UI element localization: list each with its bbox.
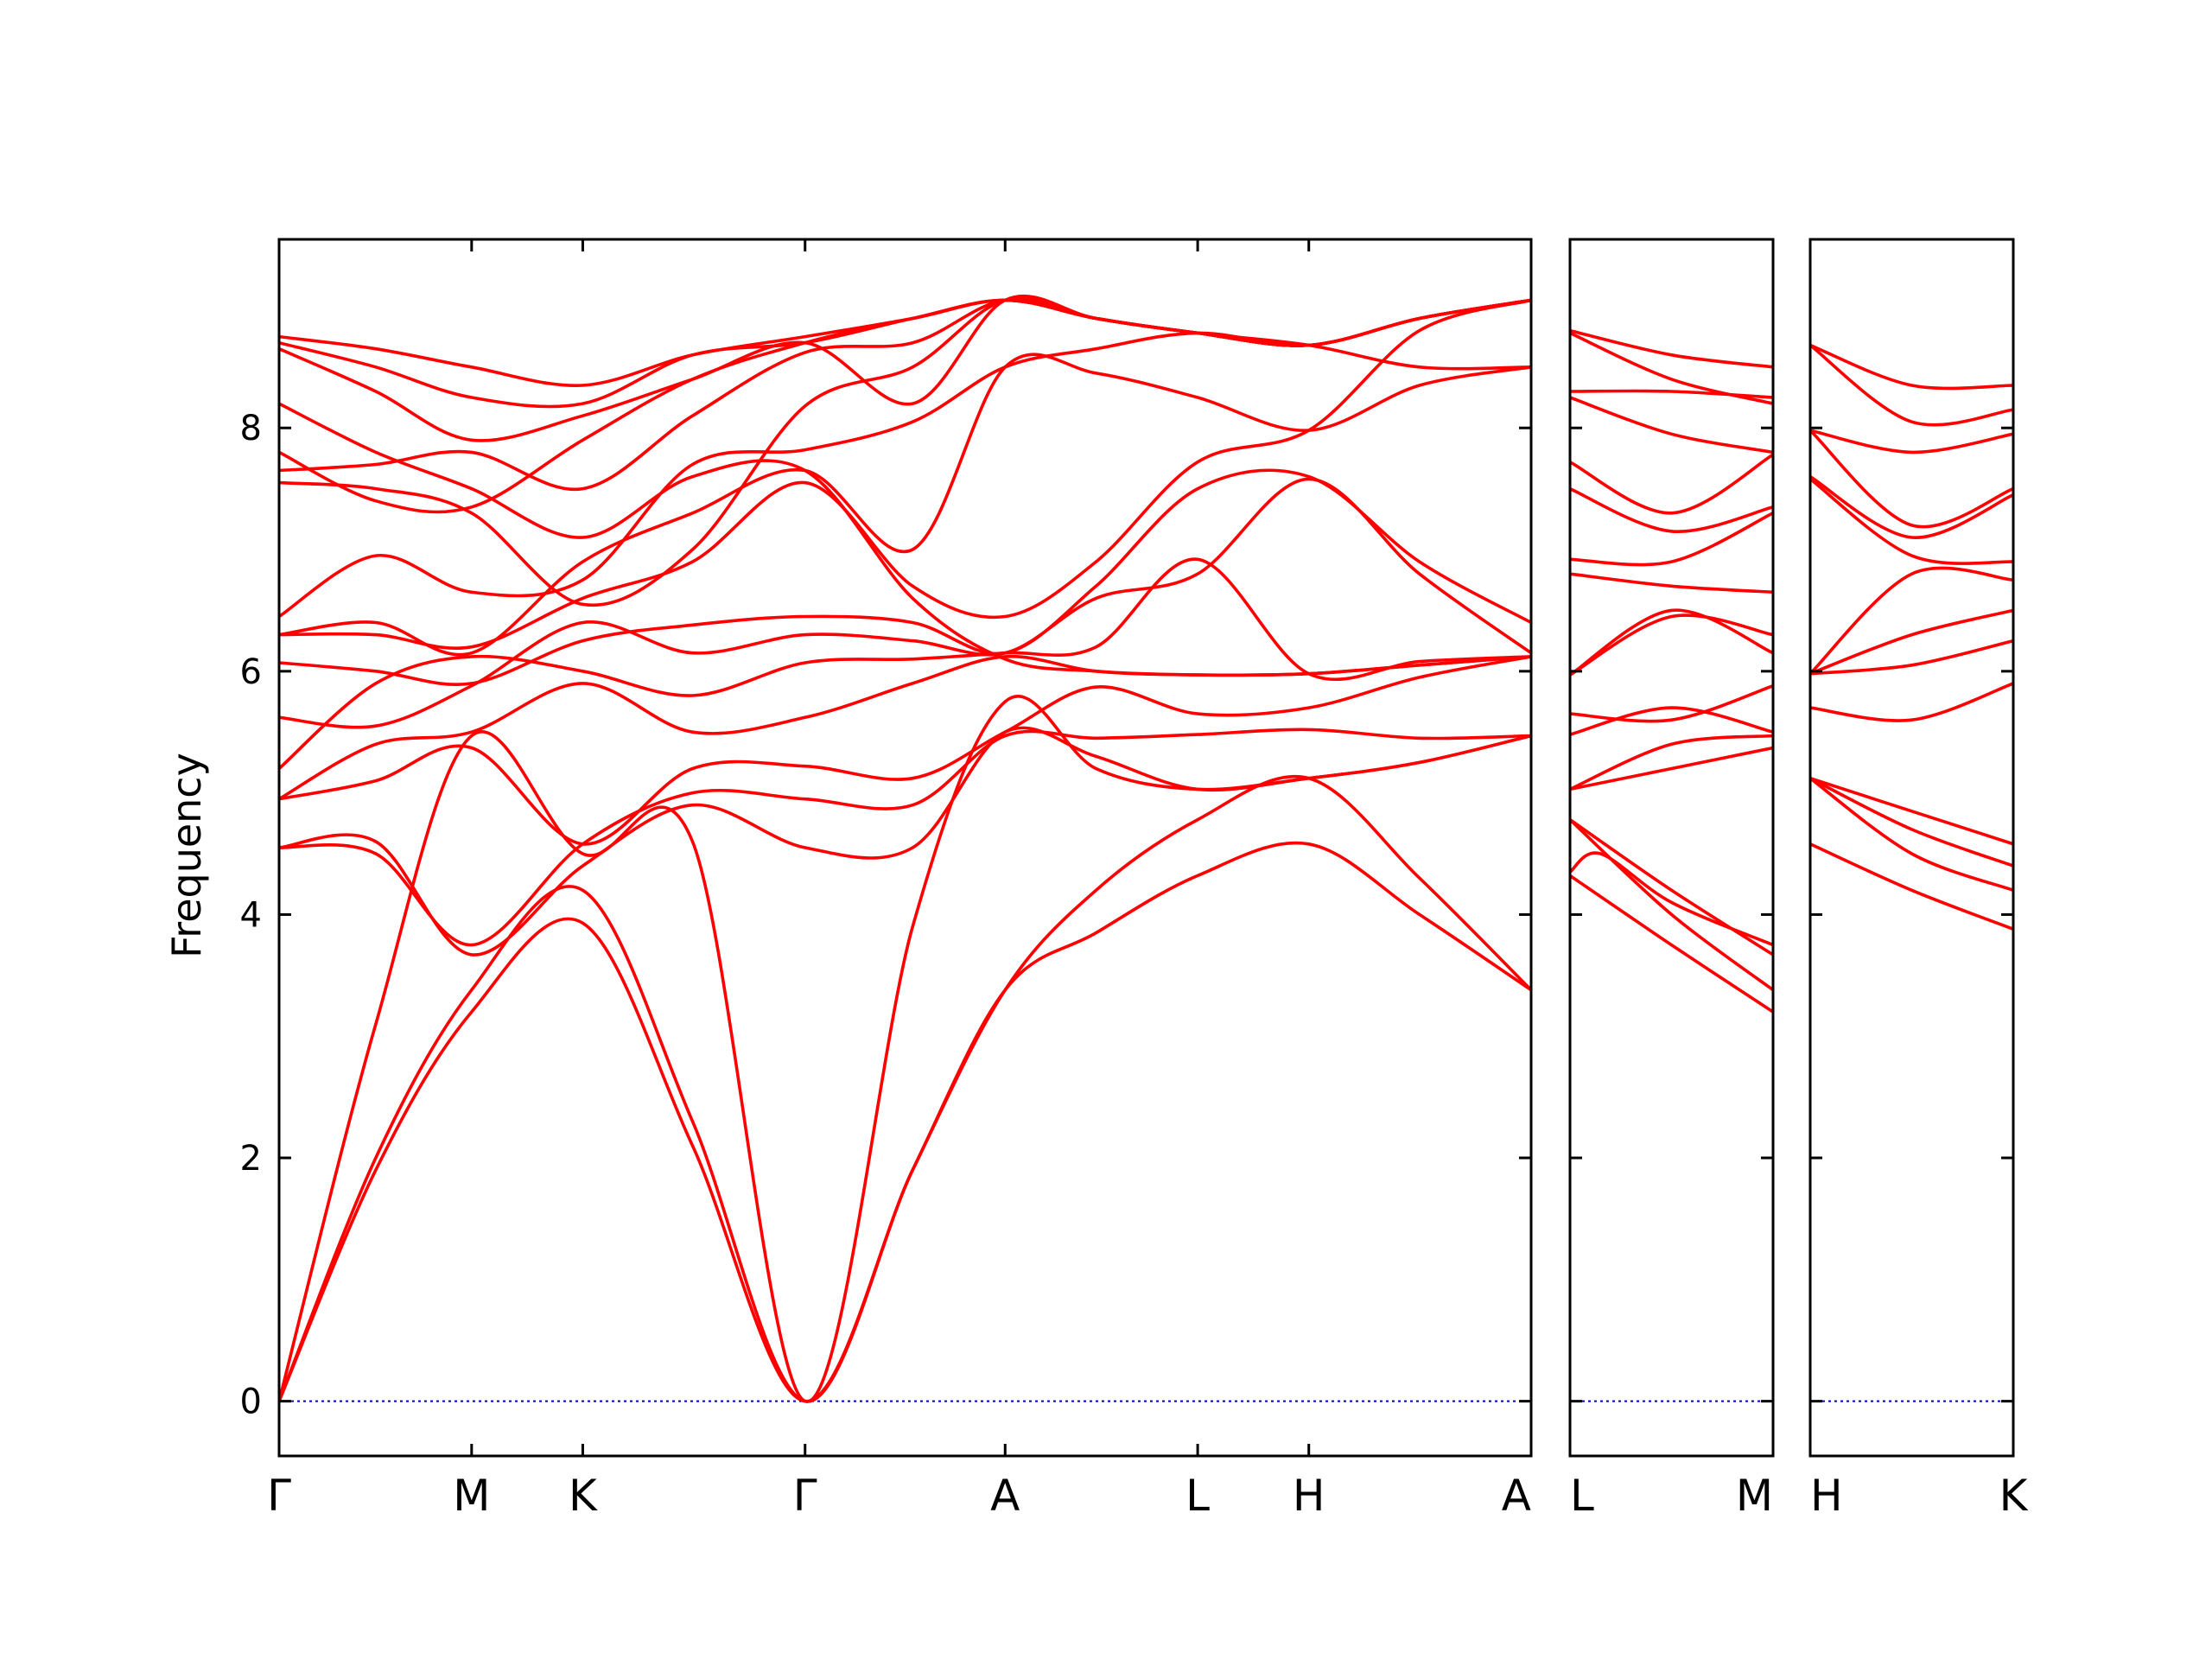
band-line-12	[1570, 512, 1773, 567]
band-line-5	[1570, 746, 1773, 791]
x-tick-label: A	[990, 1471, 1020, 1521]
band-line-15	[1570, 396, 1773, 454]
y-tick-label: 8	[240, 409, 262, 448]
band-line-18	[1570, 328, 1773, 369]
band-line-2	[1570, 817, 1773, 992]
x-tick-label: K	[1999, 1471, 2029, 1521]
band-lines	[1810, 343, 2013, 931]
x-tick-label: A	[1502, 1471, 1531, 1521]
band-line-4	[1570, 851, 1773, 947]
band-line-9	[1570, 608, 1773, 677]
band-line-5	[1810, 682, 2013, 722]
band-line-9	[1810, 477, 2013, 565]
band-line-7	[1570, 706, 1773, 736]
band-line-15	[279, 297, 1531, 492]
band-line-13	[1810, 343, 2013, 427]
band-line-6	[1570, 734, 1773, 791]
band-line-3	[1570, 817, 1773, 957]
band-line-6	[279, 655, 1531, 846]
y-axis-title: Frequency	[163, 753, 210, 958]
y-tick-label: 6	[240, 652, 262, 692]
x-tick-label: H	[1810, 1471, 1843, 1521]
band-line-16	[279, 298, 1531, 514]
band-line-10	[279, 468, 1531, 686]
band-line-1	[1570, 874, 1773, 1014]
band-line-4	[279, 726, 1531, 957]
band-line-11	[1570, 572, 1773, 594]
x-tick-label: H	[1293, 1471, 1325, 1521]
band-line-1	[1810, 842, 2013, 931]
band-line-4	[1810, 776, 2013, 846]
band-line-6	[1810, 639, 2013, 676]
band-line-12	[1810, 429, 2013, 454]
band-line-14	[1570, 453, 1773, 515]
band-line-17	[1570, 331, 1773, 405]
panel-1: 0 2 4 6 8 Γ M K Γ A L H A	[240, 238, 1533, 1521]
band-line-9	[279, 477, 1531, 729]
band-line-1	[279, 841, 1531, 1403]
band-line-5	[279, 728, 1531, 947]
band-line-2	[1810, 776, 2013, 893]
x-tick-label: L	[1185, 1471, 1210, 1521]
band-line-16	[1570, 389, 1773, 399]
x-tick-label: Γ	[793, 1471, 817, 1521]
x-tick-label: M	[1736, 1471, 1773, 1521]
band-line-13	[1570, 486, 1773, 533]
band-line-10	[1570, 613, 1773, 677]
band-line-14	[1810, 343, 2013, 391]
x-tick-label: M	[453, 1471, 490, 1521]
x-tick-label: K	[569, 1471, 598, 1521]
band-line-11	[1810, 429, 2013, 529]
x-tick-label: Γ	[267, 1471, 291, 1521]
band-line-13	[279, 298, 1531, 619]
band-line-20	[279, 298, 1531, 388]
x-tick-label: L	[1570, 1471, 1594, 1521]
band-line-8	[1570, 683, 1773, 723]
band-line-7	[1810, 608, 2013, 676]
band-lines	[1570, 328, 1773, 1014]
y-tick-label: 4	[240, 895, 262, 935]
band-line-18	[279, 295, 1531, 442]
band-line-10	[1810, 474, 2013, 539]
y-tick-label: 2	[240, 1139, 262, 1179]
band-line-17	[279, 402, 1531, 677]
panel-frame	[277, 238, 1533, 1458]
band-line-3	[1810, 776, 2013, 868]
band-line-2	[279, 774, 1531, 1403]
band-line-12	[279, 353, 1531, 657]
panel-frame	[1808, 238, 2015, 1458]
panel-frame	[1568, 238, 1775, 1458]
band-line-8	[1810, 566, 2013, 676]
band-lines	[279, 295, 1531, 1403]
band-line-3	[279, 695, 1531, 1403]
y-tick-label: 0	[240, 1382, 262, 1422]
